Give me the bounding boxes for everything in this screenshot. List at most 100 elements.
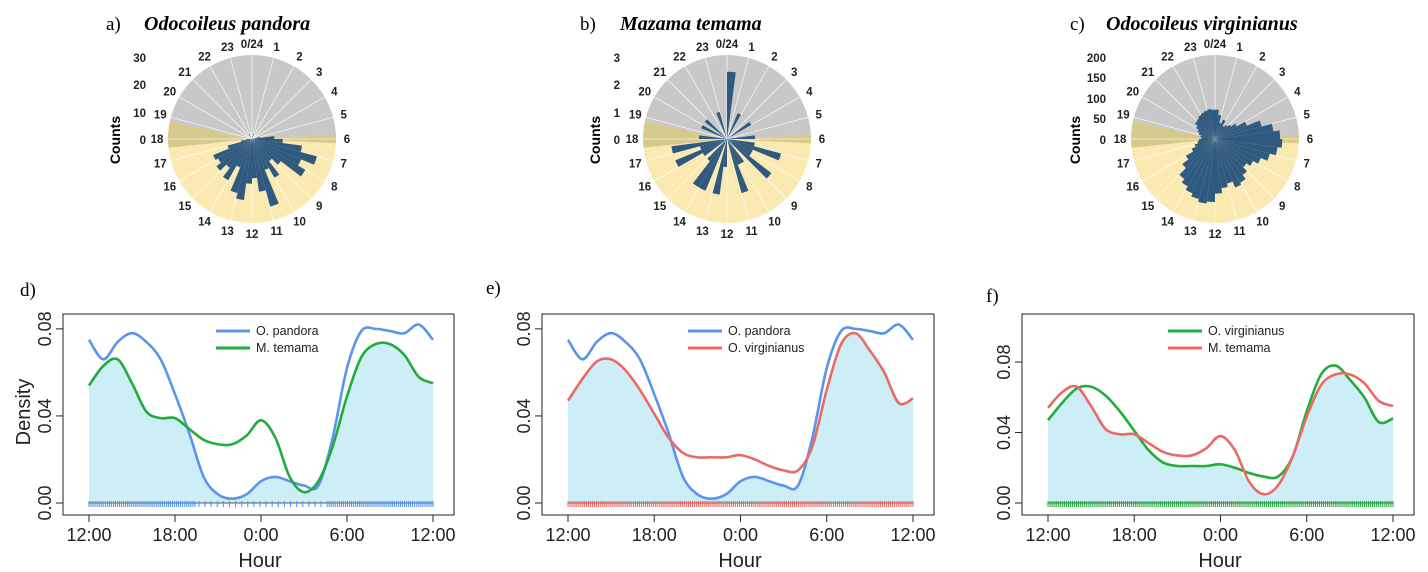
hour-label: 19: [154, 109, 167, 121]
x-tick-label: 6:00: [329, 525, 364, 545]
overlap-area: [568, 333, 913, 503]
hour-label: 0/24: [716, 39, 739, 51]
hour-spoke: [726, 116, 809, 140]
rose-bar: [246, 139, 252, 140]
hour-label: 5: [341, 109, 348, 121]
y-tick-label: 0.00: [994, 485, 1014, 520]
hour-spoke: [667, 79, 728, 140]
rose-bar: [1215, 123, 1237, 139]
hour-label: 11: [271, 226, 284, 238]
rose-bar: [1215, 124, 1231, 139]
hour-label: 20: [163, 87, 176, 99]
count-tick-c-4: 0: [1100, 135, 1106, 147]
rose-bar: [252, 139, 272, 162]
panel-label-a: a): [106, 14, 121, 35]
rose-bar: [671, 139, 727, 154]
rose-bar: [1215, 139, 1278, 156]
rose-bar: [699, 135, 727, 139]
legend-text-f-0: O. virginianus: [1208, 324, 1284, 338]
hour-label: 12: [246, 229, 259, 241]
hour-label: 21: [1141, 67, 1154, 79]
count-tick-b-2: 1: [614, 108, 621, 120]
rose-bar: [1191, 139, 1215, 200]
x-tick-label: 12:00: [890, 525, 935, 545]
count-tick-a-3: 0: [140, 135, 146, 147]
y-tick-label: 0.00: [35, 485, 55, 520]
legend-text-f-1: M. temama: [1208, 341, 1271, 355]
hour-label: 6: [1307, 134, 1313, 146]
rose-bar: [252, 139, 281, 165]
rug-marks: [88, 501, 434, 507]
rose-bar: [704, 119, 727, 139]
y-tick-label: 0.08: [514, 311, 534, 346]
rose-bar: [230, 139, 252, 194]
rose-bar: [1215, 139, 1246, 183]
hour-label: 10: [1256, 216, 1269, 228]
rose-bar: [1201, 137, 1215, 139]
rose-bar: [218, 139, 252, 163]
hour-label: 9: [1279, 201, 1285, 213]
hour-label: 11: [1234, 226, 1247, 238]
panel-title-b: Mazama temama: [619, 13, 762, 35]
rose-bar: [1215, 139, 1247, 168]
hour-spoke: [726, 57, 750, 140]
rose-bar: [1215, 109, 1219, 139]
hour-label: 18: [1114, 134, 1127, 146]
hour-label: 17: [1117, 159, 1130, 171]
hour-label: 17: [629, 159, 642, 171]
hour-label: 8: [331, 182, 338, 194]
rose-bar: [1215, 120, 1262, 139]
hour-label: 3: [1279, 67, 1285, 79]
rose-bar: [1215, 122, 1222, 139]
density-line-2: [87, 341, 434, 494]
hour-label: 15: [1141, 201, 1154, 213]
legend-text-e-0: O. pandora: [728, 324, 791, 338]
density-plot-f: 12:00 18:00 0:00 6:00 12:00 0.00 0.04 0.08: [994, 313, 1416, 545]
hour-spoke: [192, 79, 253, 140]
rose-bar: [213, 139, 252, 160]
hour-spoke: [704, 57, 728, 140]
x-tick-label: 12:00: [1370, 525, 1415, 545]
x-tick-label: 12:00: [1025, 525, 1070, 545]
rose-bar: [727, 121, 752, 139]
rose-bar: [1181, 139, 1215, 187]
density-panel-d: d) 12:00 18:00 0:00 6:00 12:00 0.00 0.04 0.08 H…: [13, 280, 456, 572]
rose-bar: [252, 139, 306, 177]
hour-label: 9: [316, 201, 322, 213]
hour-label: 16: [638, 182, 651, 194]
hour-spoke: [726, 96, 800, 140]
overlap-area: [1048, 374, 1393, 503]
x-axis-label-f: Hour: [1198, 550, 1242, 572]
hour-label: 22: [673, 52, 686, 64]
rose-bar: [252, 139, 283, 144]
rose-bar: [1191, 139, 1215, 152]
counts-label-c: Counts: [1067, 116, 1083, 164]
rose-bar: [1207, 109, 1215, 139]
density-line-2: [566, 331, 914, 474]
hour-label: 21: [178, 67, 191, 79]
rose-bar: [1185, 139, 1215, 160]
count-tick-c-1: 150: [1087, 73, 1106, 85]
y-tick-label: 0.04: [514, 398, 534, 433]
rose-bar: [1197, 129, 1215, 139]
hour-spoke: [229, 57, 253, 140]
x-axis-label-d: Hour: [238, 550, 282, 572]
hour-label: 2: [771, 52, 777, 64]
rose-bar: [252, 139, 302, 153]
hour-label: 14: [673, 216, 686, 228]
legend-text-d-1: M. temama: [256, 341, 319, 355]
density-plot-e: 12:00 18:00 0:00 6:00 12:00 0.00 0.04 0.08: [514, 311, 936, 545]
hour-label: 16: [163, 182, 176, 194]
rose-plot-c: 0/24 123456789101112131415161718192021222…: [1114, 39, 1314, 241]
hour-label: 15: [178, 201, 191, 213]
rose-bar: [1198, 132, 1215, 139]
rose-bar: [216, 139, 252, 171]
rose-bar: [1198, 139, 1215, 204]
legend-e: O. pandora O. virginianus: [688, 324, 804, 355]
rose-bar: [240, 139, 252, 142]
rose-bar: [699, 139, 727, 191]
panel-title-c: Odocoileus virginianus: [1106, 13, 1298, 35]
hour-label: 19: [629, 109, 642, 121]
rose-bar: [1182, 139, 1215, 169]
plot-frame: [1021, 313, 1415, 516]
